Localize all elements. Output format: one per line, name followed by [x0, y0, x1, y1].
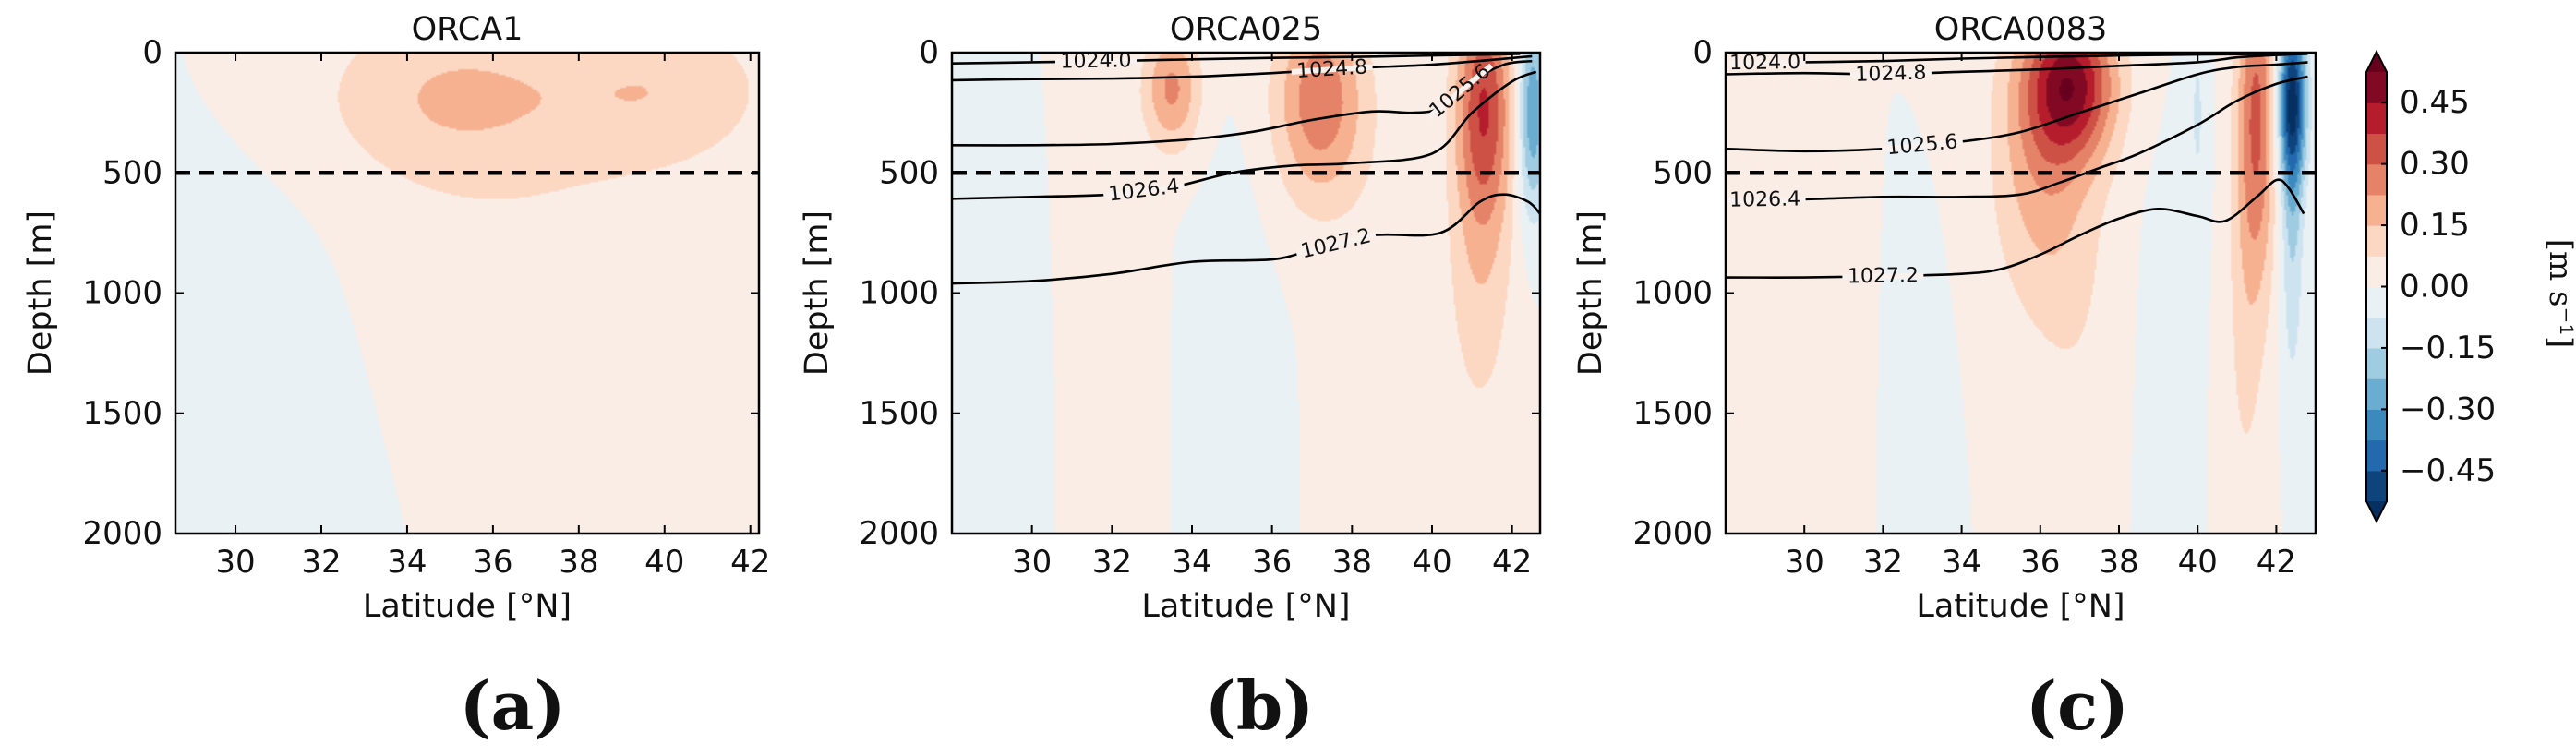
- colorbar-band: [2366, 317, 2387, 349]
- x-tick-label: 32: [1863, 544, 1903, 581]
- density-contour: [1726, 75, 2308, 202]
- x-tick-label: 30: [1785, 544, 1824, 581]
- x-tick-label: 34: [387, 544, 427, 581]
- colorbar-tick-label: 0.00: [2400, 269, 2470, 306]
- y-tick-label: 0: [919, 34, 939, 71]
- density-contour: [952, 53, 1521, 66]
- colorbar-band: [2366, 256, 2387, 288]
- y-tick-label: 500: [879, 154, 939, 191]
- contour-label: 1024.0: [1729, 51, 1800, 75]
- x-tick-label: 36: [473, 544, 512, 581]
- colorbar-extend-min: [2366, 501, 2387, 522]
- panel-title: ORCA0083: [1934, 11, 2108, 48]
- colorbar-tick-label: 0.45: [2400, 84, 2470, 121]
- y-tick-label: 1000: [82, 275, 163, 312]
- contour-label: 1024.8: [1295, 55, 1367, 83]
- colorbar-tick-label: −0.30: [2400, 390, 2496, 427]
- colorbar-extend-max: [2366, 52, 2387, 72]
- x-tick-label: 38: [1332, 544, 1372, 581]
- velocity-field: [952, 53, 1540, 534]
- x-tick-label: 42: [2257, 544, 2296, 581]
- colorbar-tick-label: −0.15: [2400, 330, 2496, 366]
- x-tick-label: 40: [1412, 544, 1451, 581]
- colorbar-tick-label: 0.15: [2400, 207, 2470, 244]
- y-tick-label: 500: [102, 154, 163, 191]
- colorbar-band: [2366, 163, 2387, 196]
- x-tick-label: 38: [2099, 544, 2138, 581]
- colorbar: 0.45 0.30 0.15 0.00 −0.15 −0.30 −0.45 [m s⁻¹]: [2365, 49, 2576, 524]
- x-tick-label: 42: [730, 544, 770, 581]
- x-tick-label: 30: [215, 544, 255, 581]
- x-tick-label: 32: [301, 544, 341, 581]
- colorbar-band: [2366, 72, 2387, 103]
- y-tick-label: 1500: [1632, 395, 1713, 432]
- y-tick-label: 1500: [859, 395, 939, 432]
- x-tick-label: 40: [644, 544, 684, 581]
- panel-tag: (a): [460, 666, 566, 745]
- panel-orca1: 30 32 34 36 38 40 42 0 500 1000 1500 2000 ORCA1 Latit…: [22, 11, 770, 745]
- x-axis-label: Latitude [°N]: [1141, 588, 1350, 625]
- panel-title: ORCA1: [412, 11, 524, 48]
- x-tick-label: 38: [559, 544, 598, 581]
- colorbar-band: [2366, 133, 2387, 165]
- density-contour: [1726, 53, 2308, 76]
- x-tick-label: 36: [2020, 544, 2060, 581]
- colorbar-band: [2366, 347, 2387, 379]
- density-contour: [952, 70, 1537, 200]
- velocity-field: [175, 53, 759, 534]
- y-tick-label: 500: [1653, 154, 1713, 191]
- contour-label: 1026.4: [1729, 187, 1800, 211]
- contour-label: 1027.2: [1848, 264, 1919, 288]
- colorbar-tick-label: −0.45: [2400, 452, 2496, 489]
- y-axis-label: Depth [m]: [799, 210, 836, 376]
- y-tick-label: 2000: [1632, 515, 1713, 552]
- colorbar-band: [2366, 102, 2387, 135]
- y-tick-label: 1000: [859, 275, 939, 312]
- y-axis-label: Depth [m]: [22, 210, 59, 376]
- density-contour: [1726, 61, 2308, 153]
- x-tick-label: 40: [2178, 544, 2218, 581]
- density-contour: [1726, 53, 2277, 66]
- y-tick-label: 0: [1692, 34, 1713, 71]
- y-tick-label: 2000: [82, 515, 163, 552]
- y-tick-label: 1500: [82, 395, 163, 432]
- x-axis-label: Latitude [°N]: [363, 588, 572, 625]
- panel-title: ORCA025: [1170, 11, 1322, 48]
- x-tick-label: 36: [1252, 544, 1292, 581]
- y-tick-label: 2000: [859, 515, 939, 552]
- colorbar-band: [2366, 194, 2387, 226]
- colorbar-band: [2366, 286, 2387, 318]
- x-axis-label: Latitude [°N]: [1916, 588, 2125, 625]
- y-tick-label: 1000: [1632, 275, 1713, 312]
- x-tick-label: 30: [1012, 544, 1052, 581]
- colorbar-band: [2366, 225, 2387, 257]
- x-tick-label: 32: [1092, 544, 1132, 581]
- panel-tag: (b): [1205, 666, 1314, 745]
- x-tick-label: 34: [1942, 544, 1981, 581]
- x-tick-label: 34: [1172, 544, 1211, 581]
- x-tick-label: 42: [1492, 544, 1532, 581]
- colorbar-band: [2366, 470, 2387, 502]
- y-tick-label: 0: [142, 34, 163, 71]
- colorbar-band: [2366, 378, 2387, 410]
- panel-tag: (c): [2026, 666, 2129, 745]
- y-axis-label: Depth [m]: [1572, 210, 1609, 376]
- contour-label: 1024.8: [1855, 62, 1927, 87]
- velocity-field: [1726, 53, 2316, 534]
- colorbar-band: [2366, 409, 2387, 441]
- colorbar-tick-label: 0.30: [2400, 146, 2470, 183]
- colorbar-unit-label: [m s⁻¹]: [2542, 239, 2576, 349]
- colorbar-band: [2366, 439, 2387, 472]
- density-contour: [952, 54, 1533, 82]
